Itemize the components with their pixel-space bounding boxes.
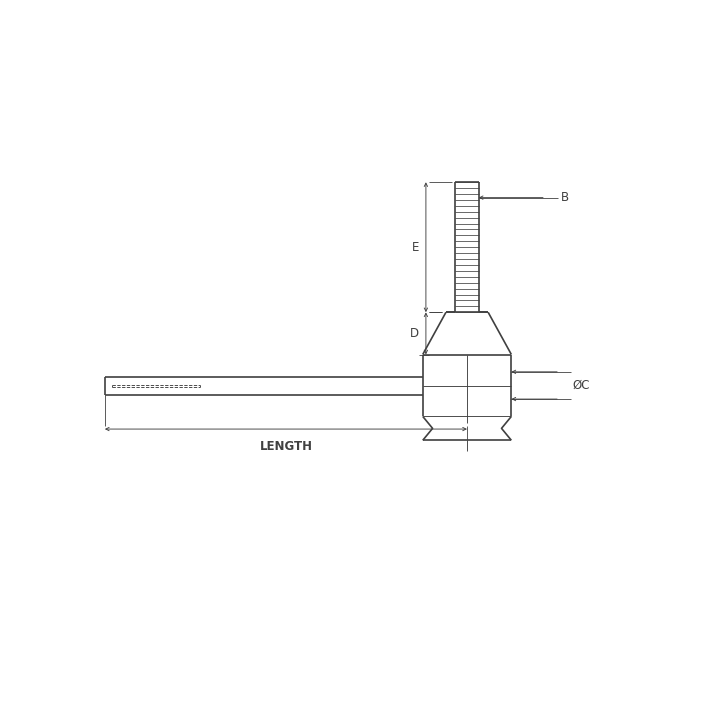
Text: D: D	[410, 327, 419, 340]
Text: B: B	[561, 191, 569, 204]
Text: E: E	[411, 241, 419, 254]
Text: LENGTH: LENGTH	[259, 440, 313, 452]
Text: ØC: ØC	[573, 379, 590, 392]
